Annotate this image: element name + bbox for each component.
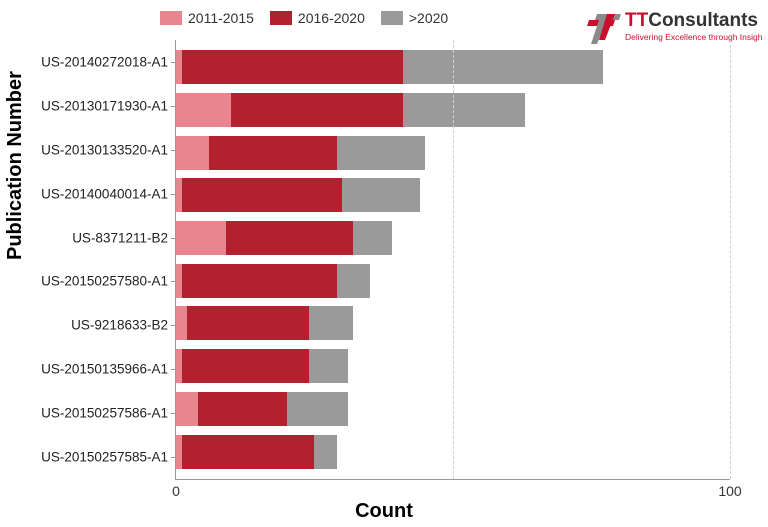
bar-segment xyxy=(309,306,353,340)
bar-segment xyxy=(314,435,336,469)
bar-segment xyxy=(182,178,343,212)
x-gridline xyxy=(730,40,731,479)
y-tick-label: US-9218633-B2 xyxy=(71,318,176,333)
bar-segment xyxy=(198,392,287,426)
svg-text:TTConsultants: TTConsultants xyxy=(625,10,758,31)
y-tick-label: US-8371211-B2 xyxy=(72,230,176,245)
bar-segment xyxy=(337,264,370,298)
bar-segment xyxy=(182,264,337,298)
y-tick-mark xyxy=(171,238,176,239)
y-tick-label: US-20150135966-A1 xyxy=(41,362,176,377)
y-tick-mark xyxy=(171,281,176,282)
y-tick-mark xyxy=(171,194,176,195)
x-axis-title: Count xyxy=(0,500,768,523)
bar-segment xyxy=(176,306,187,340)
y-tick-label: US-20140272018-A1 xyxy=(41,54,176,69)
legend-label: >2020 xyxy=(409,10,448,26)
x-tick-label: 0 xyxy=(172,483,180,499)
bar-segment xyxy=(226,221,353,255)
y-tick-mark xyxy=(171,413,176,414)
legend: 2011-2015 2016-2020 >2020 xyxy=(160,10,448,26)
bar-segment xyxy=(187,306,309,340)
bar-segment xyxy=(309,349,348,383)
y-tick-mark xyxy=(171,457,176,458)
legend-label: 2011-2015 xyxy=(188,10,254,26)
bar-segment xyxy=(403,50,602,84)
y-tick-label: US-20130171930-A1 xyxy=(41,98,176,113)
bar-segment xyxy=(176,93,231,127)
y-tick-label: US-20140040014-A1 xyxy=(41,186,176,201)
y-tick-mark xyxy=(171,325,176,326)
bar-segment xyxy=(182,435,315,469)
y-tick-mark xyxy=(171,150,176,151)
logo-text-rest: Consultants xyxy=(648,10,758,31)
legend-swatch-icon xyxy=(270,11,292,25)
x-tick-label: 100 xyxy=(718,483,741,499)
y-axis-title: Publication Number xyxy=(4,71,27,260)
legend-item: >2020 xyxy=(381,10,448,26)
legend-item: 2016-2020 xyxy=(270,10,365,26)
y-tick-label: US-20150257580-A1 xyxy=(41,274,176,289)
legend-swatch-icon xyxy=(381,11,403,25)
bar-segment xyxy=(176,392,198,426)
bar-segment xyxy=(182,349,309,383)
y-tick-label: US-20150257585-A1 xyxy=(41,450,176,465)
bar-segment xyxy=(287,392,348,426)
bar-segment xyxy=(176,221,226,255)
y-tick-label: US-20150257586-A1 xyxy=(41,406,176,421)
y-tick-label: US-20130133520-A1 xyxy=(41,142,176,157)
bar-segment xyxy=(182,50,404,84)
bar-segment xyxy=(209,136,336,170)
logo-text-tt: TT xyxy=(625,10,649,31)
bar-segment xyxy=(337,136,426,170)
chart-container: 2011-20152016-2020>2020 TTConsultants De… xyxy=(0,0,768,527)
bar-segment xyxy=(403,93,525,127)
bar-segment xyxy=(176,136,209,170)
x-gridline xyxy=(453,40,454,479)
bar-segment xyxy=(342,178,420,212)
y-tick-mark xyxy=(171,106,176,107)
legend-item: 2011-2015 xyxy=(160,10,254,26)
legend-swatch-icon xyxy=(160,11,182,25)
bar-segment xyxy=(353,221,392,255)
y-tick-mark xyxy=(171,62,176,63)
legend-label: 2016-2020 xyxy=(298,10,365,26)
plot-area: 0100US-20140272018-A1US-20130171930-A1US… xyxy=(175,40,730,480)
bar-segment xyxy=(231,93,403,127)
y-tick-mark xyxy=(171,369,176,370)
